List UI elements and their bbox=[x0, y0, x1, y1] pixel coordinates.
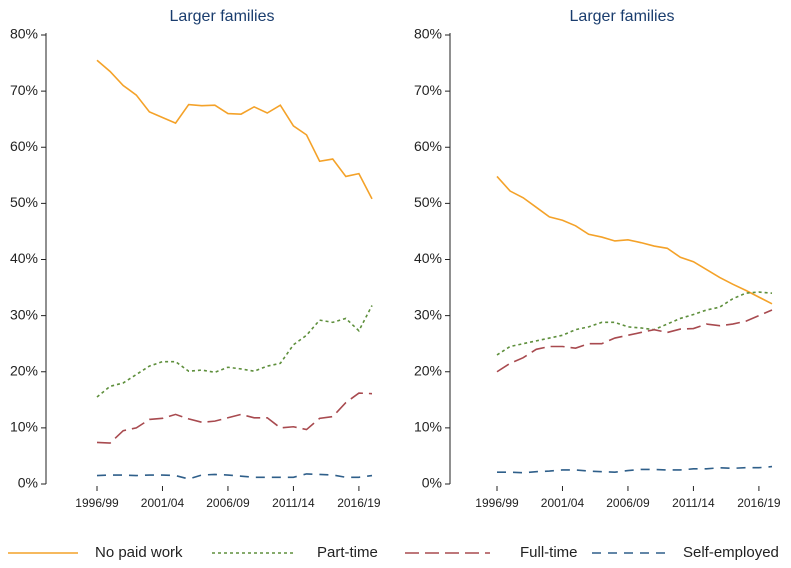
y-tick-label: 80% bbox=[10, 26, 38, 42]
series-line bbox=[496, 309, 773, 373]
y-tick-label: 70% bbox=[10, 82, 38, 98]
y-tick-label: 40% bbox=[10, 250, 38, 266]
x-tick-label: 1996/99 bbox=[475, 496, 519, 510]
y-tick-label: 30% bbox=[414, 306, 442, 322]
y-tick-label: 70% bbox=[414, 82, 442, 98]
y-tick-label: 50% bbox=[414, 194, 442, 210]
x-tick-label: 1996/99 bbox=[75, 496, 119, 510]
series-line bbox=[497, 465, 773, 474]
y-tick-label: 30% bbox=[10, 306, 38, 322]
series-line bbox=[96, 392, 373, 444]
y-tick-label: 60% bbox=[10, 138, 38, 154]
x-tick-label: 2011/14 bbox=[272, 496, 315, 510]
legend-label: Full-time bbox=[520, 544, 578, 561]
y-tick-label: 40% bbox=[414, 250, 442, 266]
series-line bbox=[496, 175, 773, 305]
series-line bbox=[96, 305, 373, 398]
legend-label: Part-time bbox=[317, 544, 378, 561]
y-tick-label: 10% bbox=[10, 419, 38, 435]
series-line bbox=[496, 291, 773, 356]
y-tick-label: 0% bbox=[422, 475, 442, 491]
y-tick-label: 10% bbox=[414, 419, 442, 435]
x-tick-label: 2006/09 bbox=[606, 496, 650, 510]
x-tick-label: 2001/04 bbox=[541, 496, 585, 510]
y-tick-label: 20% bbox=[414, 362, 442, 378]
x-tick-label: 2011/14 bbox=[672, 496, 715, 510]
y-tick-label: 80% bbox=[414, 26, 442, 42]
series-line bbox=[96, 59, 373, 200]
x-tick-label: 2016/19 bbox=[337, 496, 381, 510]
series-line bbox=[96, 473, 373, 480]
legend-label: No paid work bbox=[95, 544, 183, 561]
y-tick-label: 50% bbox=[10, 194, 38, 210]
x-tick-label: 2001/04 bbox=[141, 496, 185, 510]
x-tick-label: 2016/19 bbox=[737, 496, 781, 510]
y-tick-label: 0% bbox=[18, 475, 38, 491]
x-tick-label: 2006/09 bbox=[206, 496, 250, 510]
y-tick-label: 20% bbox=[10, 362, 38, 378]
chart-title: Larger families bbox=[570, 8, 675, 25]
legend-label: Self-employed bbox=[683, 544, 779, 561]
y-tick-label: 60% bbox=[414, 138, 442, 154]
chart-title: Larger families bbox=[170, 8, 275, 25]
